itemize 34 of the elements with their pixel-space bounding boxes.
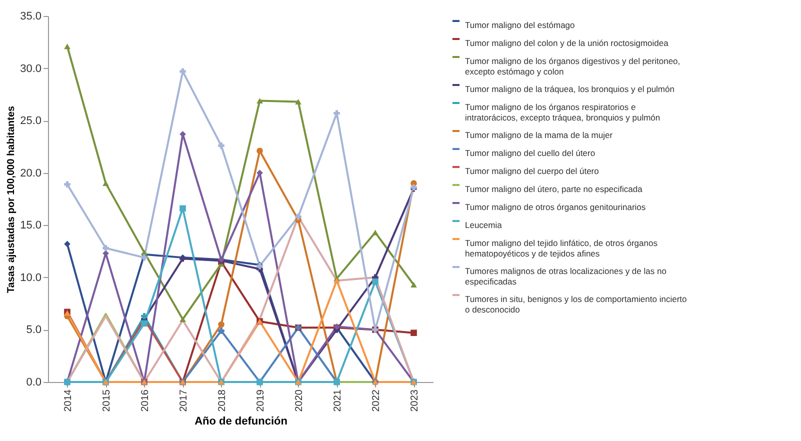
x-tick-label: 2022: [370, 389, 382, 412]
y-tick-label: 10.0: [20, 272, 42, 284]
x-tick-label: 2014: [62, 389, 74, 412]
y-tick-label: 0.0: [26, 376, 42, 388]
x-tick-label: 2015: [101, 389, 112, 412]
y-tick-label: 20.0: [20, 167, 42, 180]
legend-label: Tumor maligno de la tráquea, los bronquios y el pulmón: [465, 84, 675, 94]
legend-label: Tumor maligno de los órganos digestivos y del peritoneo, excepto estómago y colon: [465, 56, 680, 76]
legend-label: Tumores malignos de otras localizaciones y de las no especificadas: [465, 266, 667, 286]
x-tick-label: 2021: [332, 389, 344, 412]
legend-label: Tumor maligno de la mama de la mujer: [465, 130, 613, 140]
y-axis-title: Tasas ajustadas por 100,000 habitantes: [6, 106, 18, 294]
x-tick-label: 2020: [294, 389, 305, 412]
x-tick-label: 2023: [409, 389, 420, 412]
y-tick-label: 5.0: [26, 324, 42, 336]
legend-label: Tumores in situ, benignos y los de comportamiento incierto o desconocido: [465, 294, 688, 314]
legend-label: Tumor maligno del tejido linfático, de otros órganos hematopoyéticos y de tejidos afines: [465, 238, 658, 258]
legend-label: Tumor maligno del útero, parte no especificada: [465, 184, 643, 194]
legend-label: Tumor maligno del colon y de la unión roctosigmoidea: [465, 38, 669, 48]
y-tick-label: 25.0: [20, 115, 42, 128]
legend-label: Leucemia: [465, 220, 502, 230]
y-tick-label: 30.0: [20, 62, 42, 75]
y-tick-label: 15.0: [20, 220, 42, 232]
legend-label: Tumor maligno de otros órganos genitourinarios: [465, 202, 646, 212]
x-tick-label: 2019: [255, 389, 266, 412]
x-tick-label: 2018: [216, 389, 228, 412]
legend-label: Tumor maligno de los órganos respiratorios e intratorácicos, excepto tráquea, bronquios y pulmón: [465, 102, 660, 122]
x-axis-title: Año de defunción: [194, 416, 288, 428]
legend-label: Tumor maligno del estómago: [465, 20, 576, 30]
y-tick-label: 35.0: [20, 10, 42, 22]
legend-label: Tumor maligno del cuello del útero: [465, 148, 596, 158]
legend-label: Tumor maligno del cuerpo del útero: [465, 166, 600, 176]
x-tick-label: 2016: [140, 389, 151, 412]
x-tick-label: 2017: [178, 389, 190, 412]
